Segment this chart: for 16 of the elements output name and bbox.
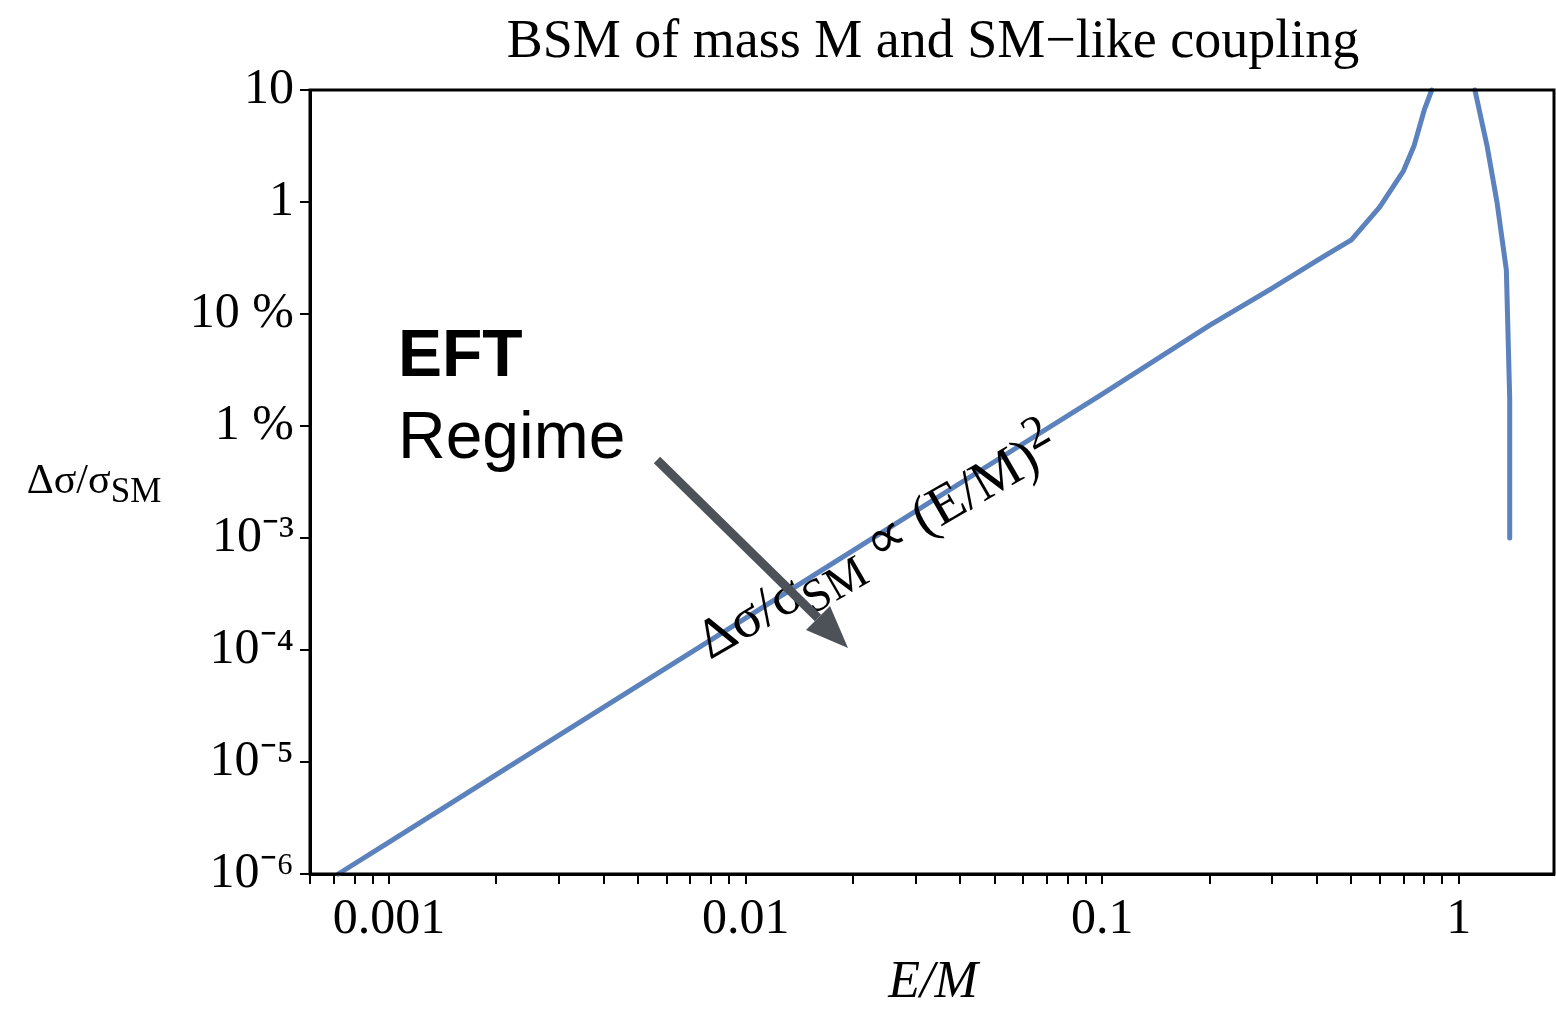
y-tick-label: 10⁻⁵ (209, 730, 294, 787)
y-axis-title: Δσ/σ$_{SM}$ (25, 455, 163, 512)
y-tick-label: 1 % (214, 394, 294, 451)
annotation: EFT Regime (398, 315, 627, 474)
x-tick-label: 1 (1446, 888, 1472, 945)
x-tick-label: 0.01 (701, 888, 790, 945)
y-tick-label: 10 % (189, 282, 294, 339)
y-tick-label: 10⁻⁶ (209, 842, 294, 899)
y-tick-label: 10⁻⁴ (209, 618, 294, 675)
y-tick-label: 1 (269, 170, 294, 227)
y-tick-label: 10 (244, 58, 294, 115)
x-tick-label: 0.001 (332, 888, 446, 945)
x-tick-label: 0.1 (1070, 888, 1134, 945)
y-tick-label: 10⁻³ (212, 506, 294, 563)
chart-title: BSM of mass M and SM−like coupling (505, 8, 1361, 70)
x-axis-title: E/M (886, 950, 981, 1009)
